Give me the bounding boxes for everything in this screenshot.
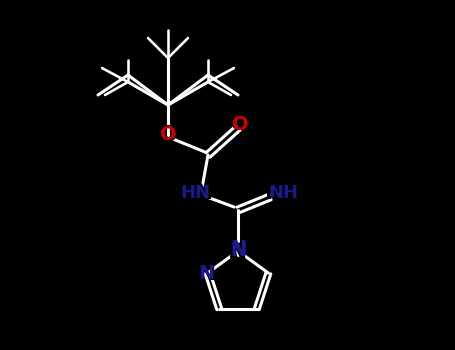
Text: N: N (228, 237, 248, 259)
Text: HN: HN (177, 183, 213, 203)
Text: HN: HN (180, 184, 210, 202)
Text: N: N (230, 238, 246, 258)
Text: NH: NH (268, 184, 298, 202)
Text: N: N (197, 261, 216, 285)
Text: N: N (228, 239, 248, 262)
Text: N: N (230, 241, 246, 260)
Text: O: O (230, 112, 250, 135)
Text: O: O (158, 124, 178, 147)
Text: NH: NH (265, 183, 301, 203)
Text: O: O (232, 114, 248, 133)
Text: N: N (198, 264, 215, 282)
Text: O: O (160, 126, 177, 145)
